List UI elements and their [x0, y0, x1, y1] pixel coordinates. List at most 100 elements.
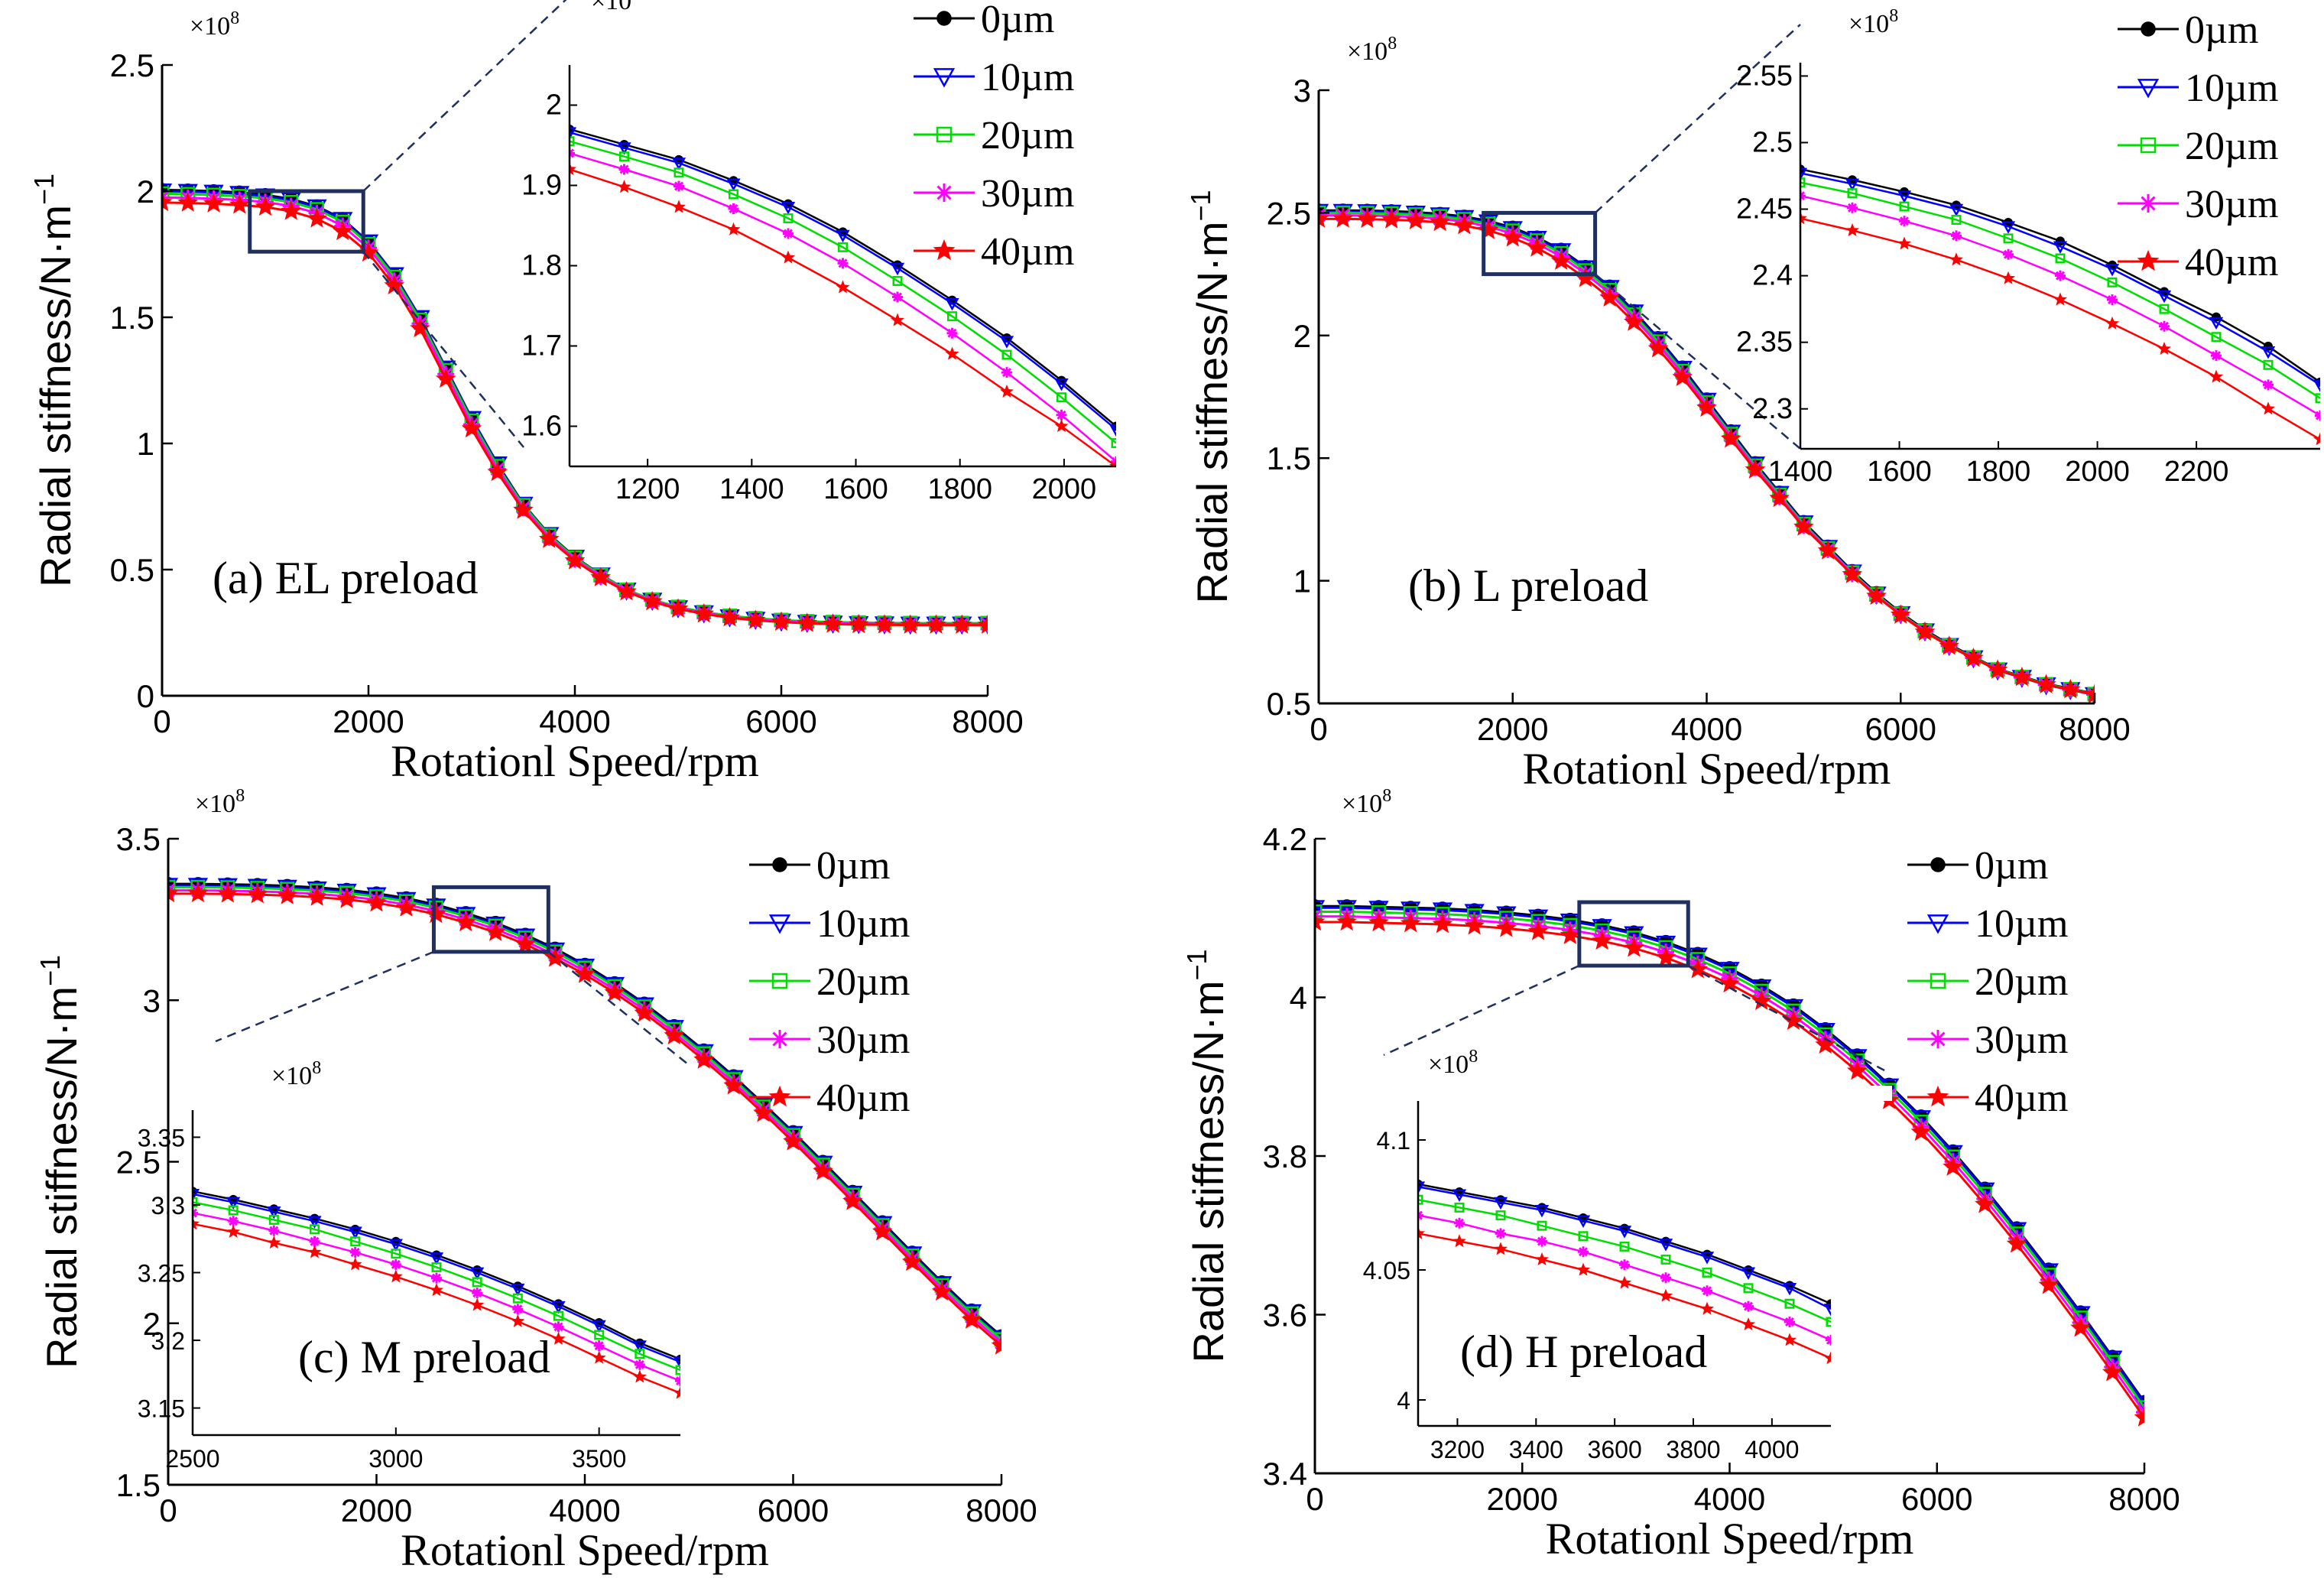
- panel-b-y-tick-label-1: 1: [1293, 563, 1311, 599]
- panel-d-inset-line-1: [1418, 1185, 1831, 1310]
- panel-b-inset-point-2-1: [1847, 188, 1858, 199]
- panel-c-point-4-15: [604, 982, 625, 1002]
- panel-a-point-4-12: [461, 417, 482, 438]
- panel-d-inset-point-2-0: [1418, 1194, 1423, 1205]
- panel-c-point-4-10: [455, 911, 476, 932]
- panel-a-y-tick-label-4: 2: [137, 174, 154, 209]
- panel-b-legend-label-2: 20µm: [2185, 125, 2278, 168]
- panel-a-y-tick-label-5: 2.5: [110, 47, 154, 83]
- panel-c-inset-x-tick-label-0: 2500: [165, 1445, 219, 1473]
- panel-d-inset-point-3-1: [1454, 1217, 1465, 1229]
- panel-c-y-tick-label-3: 3: [143, 982, 161, 1018]
- panel-a-inset-point-3-7: [946, 327, 958, 339]
- panel-a-point-4-7: [332, 220, 353, 241]
- panel-d-inset-y-tick-label-0: 4: [1397, 1387, 1410, 1414]
- panel-c-inset-point-4-12: [674, 1385, 680, 1399]
- panel-d-inset-point-1-3: [1534, 1204, 1550, 1218]
- panel-a-x-tick-label-3: 6000: [745, 703, 816, 739]
- panel-b-inset-point-0-5: [2056, 236, 2065, 246]
- panel-d-inset-point-2-6: [1660, 1254, 1671, 1265]
- panel-b-point-4-26: [1939, 635, 1960, 655]
- panel-c-inset-point-3-8: [512, 1304, 524, 1315]
- panel-c-x-axis-label: Rotationl Speed/rpm: [401, 1525, 769, 1575]
- panel-c-inset-point-4-3: [307, 1245, 322, 1258]
- panel-b-inset-point-3-9: [2263, 379, 2274, 391]
- panel-c-legend-label-1: 10µm: [816, 902, 910, 946]
- panel-d-point-4-17: [1847, 1060, 1868, 1080]
- panel-d-zoom-box: [1577, 900, 1690, 968]
- panel-b-inset-point-3-4: [2003, 248, 2014, 260]
- panel-c-x-tick-label-4: 8000: [966, 1492, 1037, 1528]
- panel-c-inset-point-1-1: [226, 1197, 241, 1210]
- panel-a-legend-marker-1: [933, 68, 956, 88]
- panel-d-inset-multiplier: ×108: [1428, 1047, 1478, 1079]
- panel-d-inset-point-3-10: [1826, 1334, 1831, 1346]
- panel-d-inset-point-2-1: [1454, 1202, 1465, 1213]
- panel-c-inset-point-3-2: [268, 1225, 280, 1236]
- panel-d-inset-point-1-9: [1782, 1282, 1797, 1296]
- panel-a-inset-point-3-8: [1001, 367, 1012, 378]
- panel-a-point-4-18: [616, 581, 637, 601]
- panel-c-inset-plot-area: [193, 1187, 680, 1399]
- panel-c-y-axis-label: Radial stiffness/N·m−1: [34, 955, 86, 1369]
- panel-d-inset-point-4-0: [1418, 1226, 1425, 1240]
- panel-a-x-tick-label-4: 8000: [952, 703, 1023, 739]
- panel-a-inset-point-2-5: [838, 242, 848, 252]
- panel-a-x-axis-label: Rotationl Speed/rpm: [391, 736, 759, 786]
- panel-a-legend-marker-3: [935, 183, 953, 202]
- panel-b-legend-marker-2: [2140, 137, 2157, 154]
- panel-d-legend-marker-2: [1930, 973, 1946, 989]
- panel-a-x-tick-label-1: 2000: [333, 703, 404, 739]
- panel-c-inset-point-3-10: [593, 1340, 605, 1352]
- panel-a-inset-point-2-9: [1057, 392, 1066, 403]
- panel-c-inset-y-tick-label-4: 3.35: [138, 1124, 185, 1151]
- panel-a-point-4-4: [255, 196, 276, 216]
- panel-b-inset-background: [1800, 47, 2095, 449]
- panel-b-inset-y-tick-label-1: 2.35: [1736, 326, 1793, 359]
- panel-a-point-4-11: [435, 368, 456, 388]
- panel-b-legend: 0µm 10µm 20µm 30µm 40µm: [2118, 8, 2278, 284]
- panel-b-inset-point-2-10: [2315, 393, 2320, 404]
- panel-b-point-4-28: [1987, 659, 2008, 679]
- panel-d-inset-plot-area: [1418, 1179, 1831, 1365]
- panel-b-inset-point-3-6: [2107, 294, 2118, 305]
- panel-c-inset-x-tick-label-2: 3500: [572, 1445, 626, 1473]
- panel-a-inset-point-4-3: [726, 222, 741, 235]
- panel-b-point-4-31: [2059, 679, 2081, 699]
- panel-a-inset-point-4-8: [1000, 384, 1014, 398]
- panel-a-legend-label-0: 0µm: [981, 0, 1054, 41]
- panel-b-inset-point-3-7: [2159, 320, 2170, 332]
- panel-d-legend-marker-1: [1926, 914, 1949, 934]
- panel-a-inset-x-tick-label-4: 2000: [1032, 473, 1097, 505]
- panel-c-inset-point-4-2: [267, 1236, 281, 1249]
- panel-a-inset-point-4-2: [672, 200, 686, 213]
- panel-c-inset-point-2-5: [391, 1249, 401, 1259]
- panel-b-point-4-17: [1720, 428, 1741, 448]
- panel-b-legend-label-3: 30µm: [2185, 183, 2278, 226]
- panel-b-inset-point-4-4: [2001, 271, 2015, 284]
- panel-d-inset-point-1-7: [1699, 1252, 1715, 1265]
- panel-a-legend-label-4: 40µm: [981, 230, 1074, 274]
- panel-d-x-tick-label-1: 2000: [1487, 1481, 1558, 1517]
- panel-c-point-4-7: [366, 892, 387, 912]
- panel-b-inset-point-2-2: [1899, 201, 1910, 212]
- panel-d-legend-marker-3: [1929, 1030, 1947, 1048]
- panel-a-point-4-29: [900, 614, 921, 634]
- panel-b-legend-marker-0: [2141, 21, 2156, 37]
- panel-a-point-4-28: [874, 614, 895, 634]
- panel-a-inset-point-3-2: [674, 180, 684, 192]
- panel-a-inset-point-2-3: [729, 189, 738, 200]
- panel-b-inset-point-1-5: [2053, 241, 2068, 254]
- panel-c-point-4-16: [634, 1002, 655, 1022]
- panel-b-x-tick-label-4: 8000: [2059, 711, 2130, 747]
- panel-a-inset-x-tick-label-0: 1200: [615, 473, 680, 505]
- panel-b-inset-point-2-0: [1800, 177, 1806, 188]
- panel-b-inset-y-tick-label-4: 2.5: [1752, 126, 1793, 158]
- panel-b-inset-y-tick-label-3: 2.45: [1736, 193, 1793, 226]
- panel-d-point-1-7: [1527, 909, 1549, 928]
- panel-b-y-axis-label: Radial stiffness/N·m−1: [1185, 190, 1236, 603]
- panel-d-point-1-6: [1496, 906, 1517, 925]
- panel-c-inset-point-3-1: [228, 1216, 239, 1227]
- panel-b-inset-plot-area: [1800, 164, 2320, 446]
